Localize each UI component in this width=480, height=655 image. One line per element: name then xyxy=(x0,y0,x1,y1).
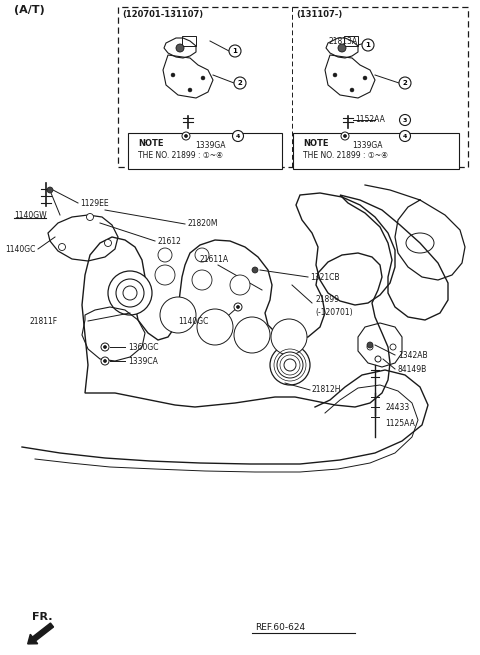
Circle shape xyxy=(47,187,53,193)
Circle shape xyxy=(234,317,270,353)
Circle shape xyxy=(104,345,107,348)
FancyBboxPatch shape xyxy=(293,133,459,169)
Circle shape xyxy=(123,286,137,300)
Text: FR.: FR. xyxy=(32,612,52,622)
Circle shape xyxy=(234,77,246,89)
Circle shape xyxy=(192,270,212,290)
Circle shape xyxy=(270,345,310,385)
Text: 1129EE: 1129EE xyxy=(80,198,108,208)
Text: 1152AA: 1152AA xyxy=(355,115,385,124)
Text: 21811F: 21811F xyxy=(30,316,58,326)
Text: 1: 1 xyxy=(233,48,238,54)
Text: 2: 2 xyxy=(403,80,408,86)
Circle shape xyxy=(232,130,243,141)
Text: 4: 4 xyxy=(236,134,240,138)
Circle shape xyxy=(108,271,152,315)
Circle shape xyxy=(101,343,109,351)
Text: REF.60-624: REF.60-624 xyxy=(255,622,305,631)
Circle shape xyxy=(86,214,94,221)
Text: (-120701): (-120701) xyxy=(315,309,353,318)
Circle shape xyxy=(367,342,373,348)
Text: NOTE: NOTE xyxy=(303,140,328,149)
Circle shape xyxy=(399,77,411,89)
Text: 1140GC: 1140GC xyxy=(5,244,36,253)
Circle shape xyxy=(197,309,233,345)
Circle shape xyxy=(390,344,396,350)
Circle shape xyxy=(375,356,381,362)
Text: 21812H: 21812H xyxy=(312,386,341,394)
Text: 1: 1 xyxy=(366,42,371,48)
Circle shape xyxy=(338,44,346,52)
Text: 1125AA: 1125AA xyxy=(385,419,415,428)
Text: 1339GA: 1339GA xyxy=(352,141,383,151)
Bar xyxy=(118,7,468,167)
Circle shape xyxy=(344,134,347,138)
Text: (131107-): (131107-) xyxy=(296,10,342,18)
Text: 21899: 21899 xyxy=(315,295,339,303)
Text: 3: 3 xyxy=(403,117,407,122)
Text: 1321CB: 1321CB xyxy=(310,272,339,282)
FancyBboxPatch shape xyxy=(128,133,282,169)
Circle shape xyxy=(363,76,367,80)
Circle shape xyxy=(201,76,205,80)
Circle shape xyxy=(101,357,109,365)
Circle shape xyxy=(184,134,188,138)
Circle shape xyxy=(277,352,303,378)
Circle shape xyxy=(116,279,144,307)
Circle shape xyxy=(195,248,209,262)
Text: 1140GC: 1140GC xyxy=(178,316,208,326)
Circle shape xyxy=(158,248,172,262)
Text: THE NO. 21899 : ①~④: THE NO. 21899 : ①~④ xyxy=(303,151,388,160)
Text: 1360GC: 1360GC xyxy=(128,343,158,352)
FancyArrow shape xyxy=(28,623,54,644)
Circle shape xyxy=(252,267,258,273)
Circle shape xyxy=(399,115,410,126)
Circle shape xyxy=(271,319,307,355)
Text: THE NO. 21899 : ①~④: THE NO. 21899 : ①~④ xyxy=(138,151,223,160)
Circle shape xyxy=(171,73,175,77)
Circle shape xyxy=(105,240,111,246)
Text: 1140GW: 1140GW xyxy=(14,210,47,219)
Text: (120701-131107): (120701-131107) xyxy=(122,10,203,18)
Circle shape xyxy=(188,88,192,92)
Circle shape xyxy=(229,45,241,57)
Text: 1342AB: 1342AB xyxy=(398,350,428,360)
Circle shape xyxy=(367,344,373,350)
Text: 2: 2 xyxy=(238,80,242,86)
Circle shape xyxy=(237,305,240,309)
Text: 84149B: 84149B xyxy=(398,364,427,373)
Circle shape xyxy=(362,39,374,51)
Circle shape xyxy=(333,73,337,77)
Circle shape xyxy=(350,88,354,92)
Bar xyxy=(344,36,358,46)
Circle shape xyxy=(104,360,107,362)
Bar xyxy=(182,36,196,46)
Circle shape xyxy=(230,275,250,295)
Circle shape xyxy=(234,303,242,311)
Text: 24433: 24433 xyxy=(385,403,409,411)
Circle shape xyxy=(176,44,184,52)
Text: NOTE: NOTE xyxy=(138,140,164,149)
Circle shape xyxy=(59,244,65,250)
Circle shape xyxy=(160,297,196,333)
Text: 1339GA: 1339GA xyxy=(195,141,226,151)
Circle shape xyxy=(284,359,296,371)
Text: 21612: 21612 xyxy=(158,236,182,246)
Circle shape xyxy=(399,130,410,141)
Circle shape xyxy=(341,132,349,140)
Circle shape xyxy=(155,265,175,285)
Text: 21611A: 21611A xyxy=(200,255,229,265)
Circle shape xyxy=(182,132,190,140)
Text: 21813A: 21813A xyxy=(329,37,358,45)
Text: 21820M: 21820M xyxy=(188,219,218,229)
Text: (A/T): (A/T) xyxy=(14,5,45,15)
Text: 1339CA: 1339CA xyxy=(128,356,158,365)
Text: 4: 4 xyxy=(403,134,407,138)
